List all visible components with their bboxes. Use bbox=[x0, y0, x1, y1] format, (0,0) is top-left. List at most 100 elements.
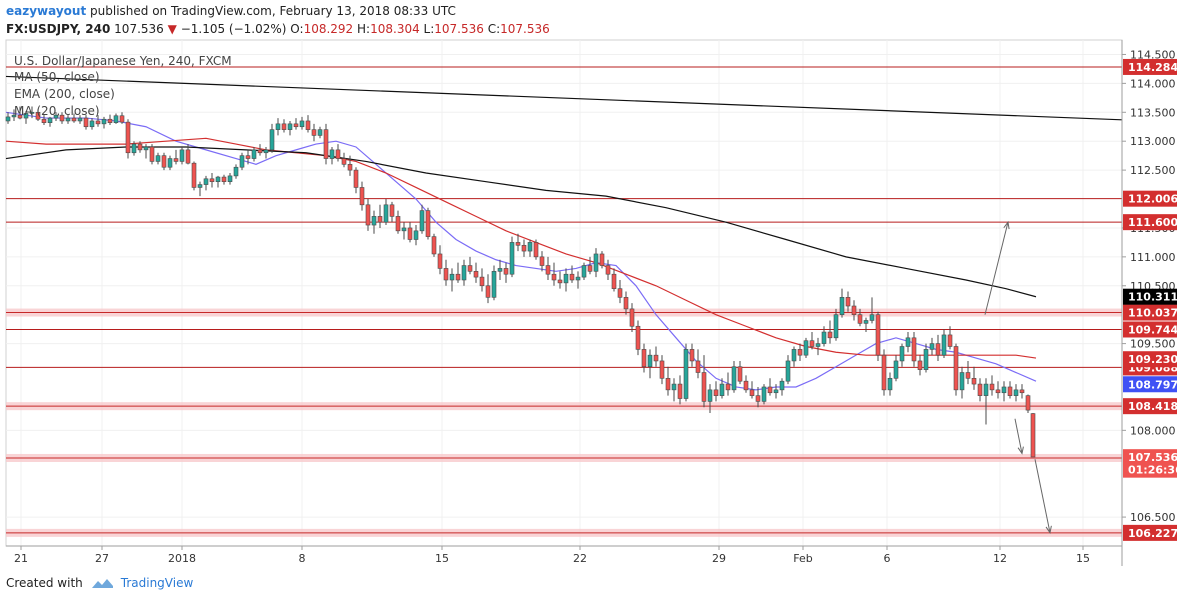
down-triangle-icon: ▼ bbox=[167, 22, 177, 36]
candle-body bbox=[593, 253, 599, 272]
candle-body bbox=[125, 121, 131, 154]
candle-body bbox=[689, 349, 695, 362]
candle-body bbox=[1019, 389, 1025, 394]
candle-body bbox=[161, 155, 167, 168]
candle-body bbox=[401, 227, 407, 232]
x-tick-label: 15 bbox=[1076, 552, 1090, 565]
time-axis[interactable]: 21 27 2018 8 15 22 29 Feb 6 12 15 bbox=[14, 546, 1090, 565]
tradingview-logo-icon bbox=[91, 579, 113, 588]
candle-body bbox=[653, 354, 659, 362]
publish-line: eazywayout published on TradingView.com,… bbox=[6, 4, 456, 18]
candle-body bbox=[383, 204, 389, 223]
candle-body bbox=[215, 176, 221, 182]
candle-body bbox=[743, 380, 749, 391]
candle-body bbox=[317, 129, 323, 136]
candle-body bbox=[527, 242, 533, 252]
plot-area[interactable] bbox=[5, 39, 1123, 547]
candle-body bbox=[665, 377, 671, 391]
candle-body bbox=[695, 360, 701, 373]
level-tag-110.037-bg bbox=[1123, 304, 1177, 321]
candle-body bbox=[221, 176, 227, 182]
candle-body bbox=[1013, 389, 1019, 396]
candle-body bbox=[107, 118, 113, 123]
candle-body bbox=[209, 178, 215, 182]
legend-ma50: MA (50, close) bbox=[14, 70, 100, 84]
level-tag-111.600: 111.600 bbox=[1128, 216, 1178, 229]
candle-body bbox=[971, 377, 977, 385]
candle-body bbox=[143, 146, 149, 151]
candle-body bbox=[449, 273, 455, 281]
arrow-head bbox=[1045, 525, 1052, 534]
candle-body bbox=[917, 360, 923, 370]
candle-body bbox=[887, 377, 893, 391]
candle-body bbox=[53, 114, 59, 119]
price-tag-3: 107.536 bbox=[1128, 451, 1178, 464]
candle-body bbox=[719, 383, 725, 396]
price-tag-1: 109.230 bbox=[1128, 353, 1178, 366]
arrow-head bbox=[1017, 446, 1024, 455]
candle-body bbox=[17, 114, 23, 119]
price-tag-0: 110.311 bbox=[1128, 291, 1178, 304]
candle-body bbox=[515, 242, 521, 246]
candle-body bbox=[911, 337, 917, 362]
candle-body bbox=[149, 146, 155, 162]
price-tag-4-bg bbox=[1123, 461, 1177, 478]
candle-body bbox=[713, 389, 719, 396]
candle-body bbox=[41, 118, 47, 123]
candle-body bbox=[857, 314, 863, 324]
candle-body bbox=[287, 123, 293, 130]
x-tick-label: 27 bbox=[95, 552, 109, 565]
candle-body bbox=[707, 389, 713, 402]
created-with: Created with bbox=[6, 576, 83, 590]
candle-body bbox=[155, 155, 161, 162]
candle-body bbox=[977, 383, 983, 396]
open-value: 108.292 bbox=[303, 22, 354, 36]
legend-ema200: EMA (200, close) bbox=[14, 87, 115, 101]
candle-body bbox=[659, 360, 665, 379]
publish-info: published on TradingView.com, February 1… bbox=[90, 4, 456, 18]
candle-body bbox=[1025, 395, 1031, 411]
candle-body bbox=[191, 162, 197, 188]
y-tick-label: 109.500 bbox=[1130, 338, 1176, 351]
tradingview-brand[interactable]: TradingView bbox=[120, 576, 194, 590]
candle-body bbox=[575, 276, 581, 281]
candle-body bbox=[173, 158, 179, 162]
candle-body bbox=[647, 354, 653, 368]
y-tick-label: 113.000 bbox=[1130, 135, 1176, 148]
candle-body bbox=[803, 340, 809, 356]
candle-body bbox=[65, 117, 71, 122]
candle-body bbox=[605, 265, 611, 275]
candle-body bbox=[311, 129, 317, 136]
candle-body bbox=[851, 305, 857, 315]
candle-body bbox=[905, 337, 911, 347]
candle-body bbox=[539, 256, 545, 266]
candle-body bbox=[371, 216, 377, 226]
candle-body bbox=[935, 343, 941, 356]
author-name[interactable]: eazywayout bbox=[6, 4, 87, 18]
candle-body bbox=[395, 216, 401, 232]
chart-title: U.S. Dollar/Japanese Yen, 240, FXCM bbox=[14, 54, 232, 68]
price-axis[interactable]: 114.500114.000113.500113.000112.500111.5… bbox=[1122, 48, 1176, 524]
candle-body bbox=[425, 210, 431, 237]
candle-body bbox=[551, 273, 557, 281]
level-tag-106.227: 106.227 bbox=[1128, 527, 1178, 540]
candle-body bbox=[407, 227, 413, 240]
price-change: −1.105 (−1.02%) bbox=[180, 22, 287, 36]
candle-body bbox=[809, 340, 815, 347]
candle-body bbox=[35, 111, 41, 120]
candle-body bbox=[167, 158, 173, 168]
candle-body bbox=[335, 149, 341, 159]
candle-body bbox=[77, 117, 83, 122]
candle-body bbox=[635, 325, 641, 350]
price-tag-2: 108.797 bbox=[1128, 378, 1178, 391]
x-tick-label: 8 bbox=[299, 552, 306, 565]
x-tick-label: 21 bbox=[14, 552, 28, 565]
candle-body bbox=[485, 285, 491, 298]
candle-body bbox=[683, 349, 689, 399]
candle-body bbox=[341, 158, 347, 165]
candle-body bbox=[113, 115, 119, 123]
candle-body bbox=[1001, 386, 1007, 394]
candle-body bbox=[617, 288, 623, 298]
x-tick-label: 6 bbox=[884, 552, 891, 565]
price-chart[interactable]: 114.500114.000113.500113.000112.500111.5… bbox=[0, 38, 1182, 570]
